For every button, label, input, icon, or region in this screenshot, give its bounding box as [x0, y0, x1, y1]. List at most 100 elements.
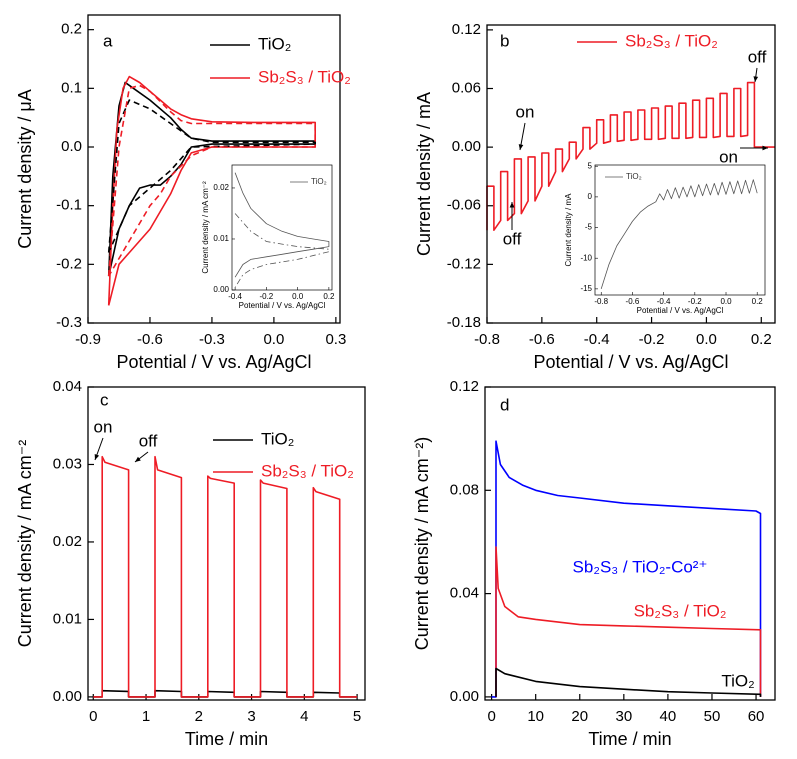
- annotation: on: [516, 102, 535, 121]
- legend-label: TiO₂: [258, 34, 291, 53]
- annotation: TiO₂: [721, 671, 754, 690]
- panel-label: b: [500, 31, 509, 50]
- annotation: on: [94, 417, 113, 436]
- data-line: [107, 99, 316, 253]
- plot-frame: [87, 386, 366, 701]
- x-tick-label: -0.8: [474, 331, 500, 348]
- plot-frame: [484, 386, 776, 701]
- x-tick-label: 0.3: [325, 331, 346, 348]
- inset: -0.8 -0.6 -0.4 -0.2 0.0 0.2 -15 -10 -5 0 5 Potentia…: [564, 161, 766, 315]
- arrow-head: [518, 144, 524, 150]
- x-tick-label: -0.2: [688, 297, 702, 306]
- x-tick-label: 0.0: [292, 292, 304, 301]
- y-tick-label: 0.02: [53, 533, 82, 550]
- plot-frame: [87, 14, 341, 324]
- panel: -0.8 -0.6 -0.4 -0.2 0.0 0.2 -0.18 -0.12 -0.06 0.0…: [414, 21, 776, 372]
- y-tick-label: 0.1: [61, 79, 82, 96]
- annotation: on: [719, 147, 738, 166]
- arrow-head: [509, 202, 515, 208]
- x-tick-label: 10: [527, 708, 544, 725]
- x-tick-label: 0.2: [751, 331, 772, 348]
- x-axis-label: Potential / V vs. Ag/AgCl: [533, 352, 728, 372]
- y-tick-label: -0.2: [56, 255, 82, 272]
- x-tick-label: -0.9: [75, 331, 101, 348]
- legend-label: TiO₂: [626, 172, 642, 181]
- x-tick-label: 0.0: [720, 297, 732, 306]
- arrow-head: [94, 454, 100, 460]
- y-tick-label: 5: [588, 161, 593, 170]
- y-tick-label: 0.0: [61, 138, 82, 155]
- x-tick-label: -0.4: [657, 297, 671, 306]
- y-axis-label: Current density / μA: [15, 89, 35, 248]
- y-tick-label: -0.3: [56, 314, 82, 331]
- y-tick-label: -0.12: [447, 255, 481, 272]
- x-tick-label: -0.6: [626, 297, 640, 306]
- y-axis-label: Current density / mA: [564, 193, 573, 267]
- data-line: [107, 84, 316, 277]
- data-line: [495, 667, 762, 697]
- x-axis-label: Time / min: [185, 729, 268, 749]
- y-tick-label: 0: [588, 192, 593, 201]
- y-tick-label: -0.18: [447, 314, 481, 331]
- arrow-head: [135, 456, 141, 462]
- panel: -0.9 -0.6 -0.3 0.0 0.3-0.3-0.2-0.10.00.10.2P…: [15, 14, 351, 372]
- y-axis-label: Current density / mA cm⁻²): [412, 437, 432, 651]
- y-tick-label: 0.08: [450, 481, 479, 498]
- legend-label: Sb₂S₃ / TiO₂: [258, 67, 351, 86]
- x-axis-label: Potential / V vs. Ag/AgCl: [637, 306, 724, 315]
- x-tick-label: 0.2: [752, 297, 764, 306]
- y-tick-label: -0.1: [56, 197, 82, 214]
- y-tick-label: 0.00: [53, 688, 82, 705]
- panel-label: a: [103, 31, 113, 50]
- x-tick-label: -0.2: [259, 292, 273, 301]
- x-tick-label: 5: [353, 708, 361, 725]
- data-line: [495, 546, 762, 697]
- y-tick-label: 0.04: [450, 585, 479, 602]
- panel: 0 10 20 30 40 50 60 0.00 0.04 0.08 0.12 Time / min C…: [412, 378, 776, 749]
- legend-label: Sb₂S₃ / TiO₂: [625, 31, 718, 50]
- plot-frame: [486, 24, 776, 324]
- x-tick-label: 0.0: [696, 331, 717, 348]
- x-tick-label: 2: [195, 708, 203, 725]
- plot-frame: [231, 164, 333, 291]
- x-tick-label: 20: [571, 708, 588, 725]
- y-tick-label: -0.06: [447, 197, 481, 214]
- inset-background: [232, 165, 332, 290]
- data-line: [234, 213, 330, 288]
- y-tick-label: 0.01: [213, 234, 229, 243]
- x-tick-label: -0.4: [584, 331, 610, 348]
- y-tick-label: 0.02: [213, 183, 229, 192]
- x-tick-label: -0.2: [639, 331, 665, 348]
- data-line: [234, 172, 330, 278]
- y-tick-label: 0.00: [213, 285, 229, 294]
- y-axis-label: Current density / mA: [414, 92, 434, 256]
- plot-frame: [594, 164, 766, 296]
- annotation: off: [139, 431, 158, 450]
- legend-label: Sb₂S₃ / TiO₂: [261, 461, 354, 480]
- x-tick-label: 60: [748, 708, 765, 725]
- x-tick-label: 1: [142, 708, 150, 725]
- y-tick-label: 0.01: [53, 610, 82, 627]
- data-line: [93, 689, 358, 698]
- data-line: [486, 81, 775, 231]
- x-axis-label: Potential / V vs. Ag/AgCl: [116, 352, 311, 372]
- annotation: Sb₂S₃ / TiO₂-Co²⁺: [573, 557, 708, 576]
- x-tick-label: 4: [300, 708, 308, 725]
- x-tick-label: 0.0: [263, 331, 284, 348]
- y-axis-label: Current density / mA cm⁻²: [15, 440, 35, 648]
- x-tick-label: -0.6: [137, 331, 163, 348]
- x-tick-label: 0.2: [323, 292, 335, 301]
- y-tick-label: 0.12: [450, 378, 479, 395]
- annotation: Sb₂S₃ / TiO₂: [634, 601, 727, 620]
- y-tick-label: 0.00: [450, 688, 479, 705]
- y-tick-label: 0.03: [53, 455, 82, 472]
- x-tick-label: 3: [247, 708, 255, 725]
- x-axis-label: Potential / V vs. Ag/AgCl: [239, 301, 326, 310]
- y-tick-label: 0.06: [452, 79, 481, 96]
- y-tick-label: 0.2: [61, 21, 82, 38]
- x-tick-label: 0: [89, 708, 97, 725]
- inset: -0.4 -0.2 0.0 0.2 0.00 0.01 0.02 Potential / V …: [201, 164, 335, 310]
- y-tick-label: -15: [580, 284, 592, 293]
- x-tick-label: -0.4: [228, 292, 242, 301]
